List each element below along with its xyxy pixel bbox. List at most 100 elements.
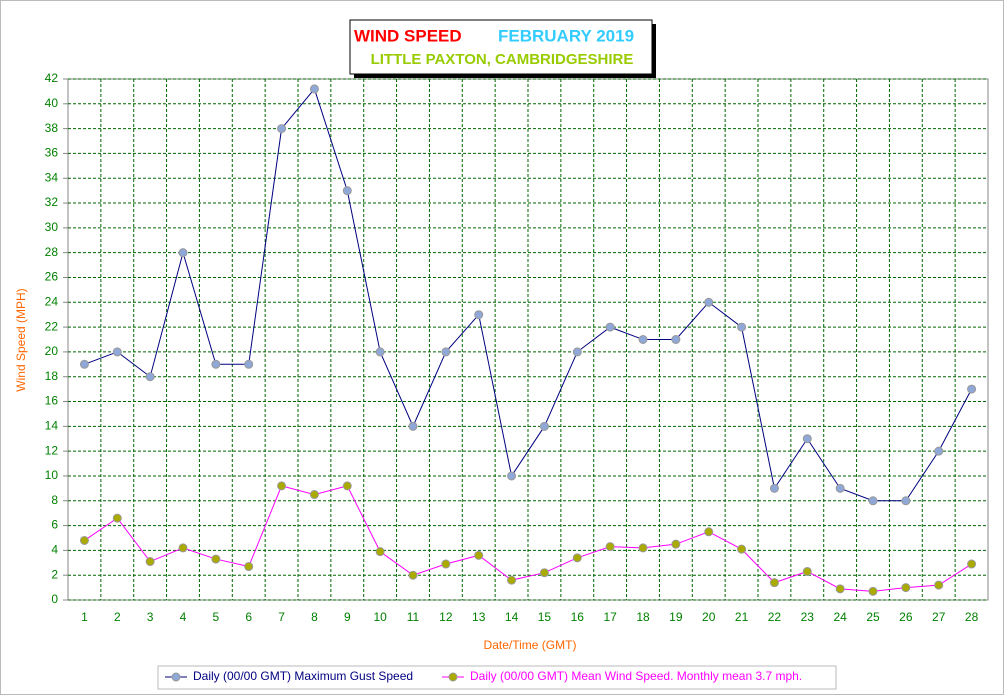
x-tick-label: 20 (702, 610, 716, 624)
x-tick-label: 15 (538, 610, 552, 624)
x-axis-label: Date/Time (GMT) (484, 638, 577, 652)
y-tick-label: 4 (51, 543, 58, 557)
data-point (539, 568, 549, 578)
y-tick-label: 30 (45, 220, 59, 234)
data-point (737, 544, 747, 554)
y-tick-label: 36 (45, 146, 59, 160)
y-tick-label: 38 (45, 121, 59, 135)
x-tick-label: 16 (571, 610, 585, 624)
x-tick-label: 22 (768, 610, 782, 624)
data-point (868, 586, 878, 596)
y-tick-label: 2 (51, 567, 58, 581)
title-box (349, 19, 653, 75)
x-tick-label: 1 (81, 610, 88, 624)
series-line (84, 87, 973, 502)
x-tick-label: 28 (965, 610, 979, 624)
data-point (704, 527, 714, 537)
data-point (671, 335, 681, 344)
data-point (507, 575, 517, 585)
data-point (178, 543, 188, 553)
data-point (769, 483, 779, 493)
data-point (342, 186, 352, 196)
chart-title: WIND SPEED (354, 26, 462, 45)
data-point (802, 434, 812, 444)
data-point (638, 335, 648, 344)
y-tick-label: 16 (45, 394, 59, 408)
y-tick-label: 0 (51, 592, 58, 606)
data-point (737, 322, 747, 332)
data-point (474, 550, 484, 560)
data-point (277, 481, 287, 491)
data-point (408, 421, 418, 431)
x-tick-label: 8 (311, 610, 318, 624)
x-tick-label: 27 (932, 610, 946, 624)
y-tick-label: 26 (45, 270, 59, 284)
x-tick-label: 23 (801, 610, 815, 624)
y-tick-label: 10 (45, 468, 59, 482)
data-point (211, 359, 221, 369)
y-axis-label: Wind Speed (MPH) (14, 288, 28, 391)
x-tick-label: 24 (833, 610, 847, 624)
data-point (507, 471, 517, 481)
data-point (605, 322, 615, 332)
legend-label: Daily (00/00 GMT) Mean Wind Speed. Month… (470, 669, 802, 683)
data-point (967, 384, 977, 394)
x-tick-label: 13 (472, 610, 486, 624)
y-tick-label: 12 (45, 443, 59, 457)
x-tick-label: 21 (735, 610, 749, 624)
data-point (244, 562, 254, 572)
x-tick-label: 19 (669, 610, 683, 624)
data-point (474, 310, 484, 320)
data-point (704, 297, 714, 307)
data-point (572, 347, 582, 357)
x-tick-label: 18 (636, 610, 650, 624)
data-point (605, 542, 615, 552)
data-point (309, 84, 319, 94)
x-tick-label: 11 (407, 610, 420, 624)
data-point (375, 547, 385, 557)
data-point (769, 578, 779, 588)
y-tick-label: 32 (45, 195, 59, 209)
x-tick-label: 12 (439, 610, 453, 624)
x-tick-label: 17 (603, 610, 617, 624)
y-tick-label: 6 (51, 518, 58, 532)
data-point (112, 347, 122, 357)
x-tick-label: 25 (866, 610, 880, 624)
y-tick-label: 22 (45, 319, 59, 333)
data-point (901, 583, 911, 593)
y-tick-label: 28 (45, 245, 59, 259)
x-tick-label: 14 (505, 610, 519, 624)
x-tick-label: 3 (147, 610, 154, 624)
data-point (934, 446, 944, 456)
data-point (408, 570, 418, 580)
data-point (211, 554, 221, 564)
chart-subtitle: LITTLE PAXTON, CAMBRIDGESHIRE (371, 51, 634, 68)
x-tick-label: 9 (344, 610, 351, 624)
legend-marker (171, 672, 181, 682)
data-point (441, 559, 451, 569)
y-tick-label: 18 (45, 369, 59, 383)
x-tick-label: 6 (245, 610, 252, 624)
data-point (441, 347, 451, 357)
data-point (671, 539, 681, 549)
data-point (572, 553, 582, 563)
legend (157, 665, 837, 690)
data-point (638, 543, 648, 553)
data-point (309, 490, 319, 500)
data-point (835, 483, 845, 493)
data-point (375, 347, 385, 357)
data-point (79, 359, 89, 369)
data-point (112, 513, 122, 523)
data-point (79, 535, 89, 545)
y-tick-label: 42 (45, 71, 59, 85)
data-point (802, 566, 812, 576)
x-tick-label: 4 (180, 610, 187, 624)
data-point (145, 372, 155, 382)
data-point (145, 557, 155, 567)
x-tick-label: 26 (899, 610, 913, 624)
data-point (967, 559, 977, 569)
y-tick-label: 24 (45, 294, 59, 308)
data-point (868, 496, 878, 506)
y-tick-label: 8 (51, 493, 58, 507)
